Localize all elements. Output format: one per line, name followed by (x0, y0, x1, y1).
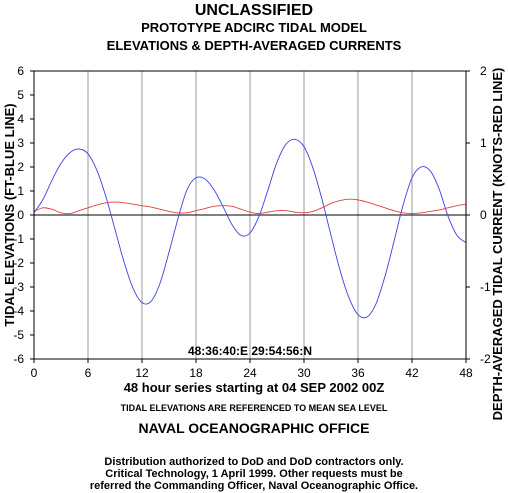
office-name: NAVAL OCEANOGRAPHIC OFFICE (138, 420, 370, 436)
y-axis-label: TIDAL ELEVATIONS (FT-BLUE LINE) (2, 103, 17, 326)
distribution-line-2: Critical Technology, 1 April 1999. Other… (105, 468, 403, 480)
x-tick-label: 42 (405, 366, 419, 380)
classification-banner: UNCLASSIFIED (194, 2, 314, 19)
tick-layer: 0 6 12 18 24 30 36 42 48 6 5 4 3 2 1 0 -1 -2 -3 -4 -5 -6 2 1 0 -1… (13, 64, 491, 380)
y2-tick-label: -1 (480, 280, 491, 294)
y-tick-label: 1 (17, 184, 24, 198)
y2-axis-label: DEPTH-AVERAGED TIDAL CURRENT (KNOTS-RED … (490, 68, 505, 421)
x-tick-label: 24 (243, 366, 257, 380)
y-tick-label: -2 (13, 256, 24, 270)
series-layer (33, 138, 467, 319)
y-tick-label: 3 (17, 136, 24, 150)
y-tick-label: 6 (17, 64, 24, 78)
reference-note: TIDAL ELEVATIONS ARE REFERENCED TO MEAN … (120, 403, 388, 413)
y-tick-label: -5 (13, 328, 24, 342)
x-tick-label: 30 (297, 366, 311, 380)
current-line (33, 198, 467, 215)
x-tick-label: 6 (85, 366, 92, 380)
series-description: 48 hour series starting at 04 SEP 2002 0… (123, 380, 385, 395)
coordinates-label: 48:36:40:E 29:54:56:N (188, 344, 312, 358)
distribution-line-3: referred the Commanding Officer, Naval O… (89, 480, 419, 492)
y2-tick-label: 0 (480, 208, 487, 222)
y2-tick-label: 2 (480, 64, 487, 78)
y2-tick-label: -2 (480, 352, 491, 366)
y-tick-label: 5 (17, 88, 24, 102)
y-tick-label: -4 (13, 304, 24, 318)
x-tick-label: 18 (189, 366, 203, 380)
chart-subtitle: ELEVATIONS & DEPTH-AVERAGED CURRENTS (106, 38, 402, 53)
y-tick-label: -6 (13, 352, 24, 366)
y-tick-label: 0 (17, 208, 24, 222)
elevation-line (33, 138, 467, 319)
y2-tick-label: 1 (480, 136, 487, 150)
y-tick-label: 4 (17, 112, 24, 126)
x-tick-label: 12 (135, 366, 149, 380)
x-tick-label: 48 (459, 366, 473, 380)
y-tick-label: -3 (13, 280, 24, 294)
y-tick-label: 2 (17, 160, 24, 174)
x-tick-label: 36 (351, 366, 365, 380)
y-tick-label: -1 (13, 232, 24, 246)
model-title: PROTOTYPE ADCIRC TIDAL MODEL (141, 20, 367, 35)
distribution-line-1: Distribution authorized to DoD and DoD c… (104, 456, 404, 468)
x-tick-label: 0 (31, 366, 38, 380)
